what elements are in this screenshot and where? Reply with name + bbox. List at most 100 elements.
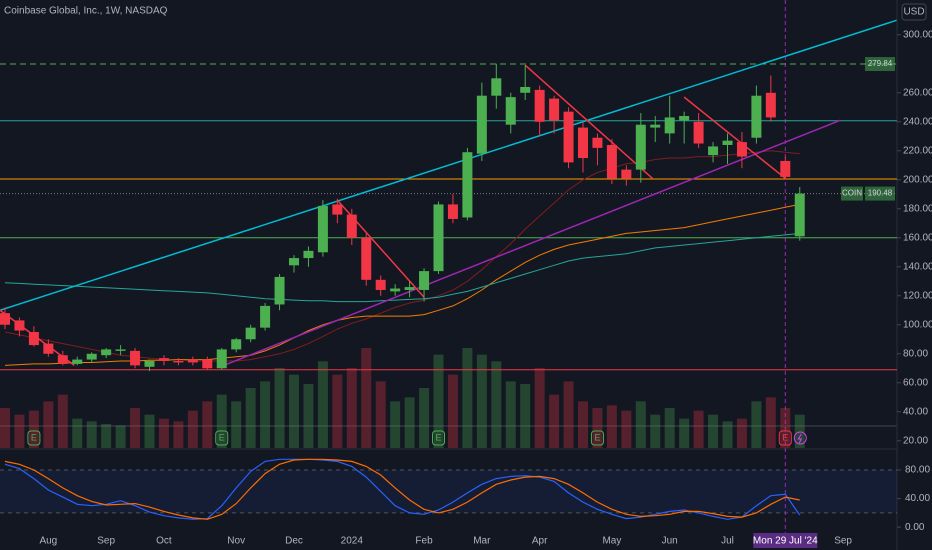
volume-bar — [130, 408, 141, 448]
last-price-tag — [865, 186, 895, 201]
volume-bar — [158, 418, 169, 448]
candle-body — [144, 361, 155, 367]
candle-body — [433, 204, 444, 272]
volume-bar — [231, 401, 242, 448]
candle-body — [72, 359, 83, 364]
candle-body — [679, 115, 690, 121]
last-price-label: 190.48 — [868, 189, 893, 198]
candle-body — [187, 359, 198, 363]
volume-bar — [563, 381, 574, 448]
x-tick-label: Aug — [39, 536, 57, 547]
candle-body — [650, 124, 661, 128]
x-tick-label: Oct — [156, 536, 172, 547]
stoch-tick-label: 40.00 — [905, 493, 930, 504]
candle-body — [375, 279, 386, 290]
event-marker — [27, 430, 41, 446]
volume-bar — [14, 414, 25, 448]
candle-body — [173, 361, 184, 363]
level-tag — [865, 57, 895, 72]
volume-bar — [520, 384, 531, 448]
volume-bar — [43, 401, 54, 448]
trendline — [683, 96, 786, 179]
candle-body — [0, 313, 10, 325]
candle-body — [419, 271, 430, 290]
y-tick-label: 60.00 — [903, 377, 928, 388]
stoch-line — [4, 458, 800, 520]
candle-body — [260, 305, 271, 328]
volume-bar — [57, 394, 68, 448]
candle-body — [751, 95, 762, 138]
volume-bar — [346, 368, 357, 448]
candle-body — [404, 287, 415, 290]
candle-body — [520, 86, 531, 93]
candle-body — [202, 359, 213, 369]
candle-body — [216, 349, 227, 369]
candle-body — [43, 343, 54, 354]
volume-bar — [722, 421, 733, 448]
candle-body — [693, 121, 704, 144]
chart-title: Coinbase Global, Inc., 1W, NASDAQ — [4, 6, 168, 17]
candle-body — [57, 355, 68, 364]
volume-bar — [505, 381, 516, 448]
currency[interactable]: USD — [903, 7, 924, 18]
candle-body — [621, 169, 632, 179]
volume-bar — [635, 401, 646, 448]
volume-bar — [404, 397, 415, 448]
volume-bar — [361, 348, 372, 448]
trendline — [524, 64, 653, 179]
x-tick-label: May — [602, 536, 621, 547]
volume-bar — [86, 421, 97, 448]
event-label: E — [219, 432, 225, 442]
stoch-tick-label: 0.00 — [905, 522, 925, 533]
stoch-band — [0, 470, 897, 513]
candle-body — [14, 320, 25, 331]
candle-body — [592, 137, 603, 148]
x-tick-label: Mon 29 Jul '24 — [753, 536, 818, 547]
candle-body — [606, 144, 617, 179]
candle-body — [115, 349, 126, 351]
volume-bar — [101, 424, 112, 448]
event-label: E — [31, 432, 37, 442]
moving-average — [4, 232, 800, 303]
y-tick-label: 140.00 — [903, 261, 932, 272]
candle-body — [736, 142, 747, 157]
x-tick-label: Sep — [97, 536, 115, 547]
volume-bar — [476, 354, 487, 448]
trendline — [220, 119, 841, 368]
y-tick-label: 200.00 — [903, 174, 932, 185]
currency-box[interactable] — [901, 3, 927, 21]
candle-body — [101, 349, 112, 356]
candle-body — [765, 92, 776, 118]
volume-bar — [303, 384, 314, 448]
candle-body — [563, 111, 574, 163]
volume-bar — [447, 374, 458, 448]
candle-body — [130, 350, 141, 366]
volume-bar — [491, 361, 502, 448]
candle-body — [346, 214, 357, 238]
volume-bar — [433, 354, 444, 448]
candle-body — [549, 98, 560, 121]
volume-bar — [664, 408, 675, 448]
volume-bar — [0, 408, 10, 448]
volume-bar — [115, 425, 126, 448]
candle-body — [317, 205, 328, 253]
candle-body — [332, 204, 343, 215]
y-tick-label: 260.00 — [903, 87, 932, 98]
volume-bar — [621, 410, 632, 448]
volume-bar — [289, 374, 299, 448]
volume-bar — [592, 408, 603, 448]
x-tick-label: 2024 — [341, 536, 364, 547]
volume-bar — [419, 388, 430, 448]
candle-body — [86, 353, 97, 360]
volume-bar — [187, 410, 198, 448]
candle-body — [780, 160, 791, 177]
symbol-tag — [841, 186, 863, 201]
candle-body — [578, 127, 588, 159]
dividend-icon — [793, 431, 807, 445]
volume-bar — [332, 374, 343, 448]
symbol-tag-label: COIN — [842, 189, 862, 198]
candle-body — [28, 332, 39, 346]
volume-bar — [462, 348, 473, 448]
y-tick-label: 80.00 — [903, 348, 928, 359]
